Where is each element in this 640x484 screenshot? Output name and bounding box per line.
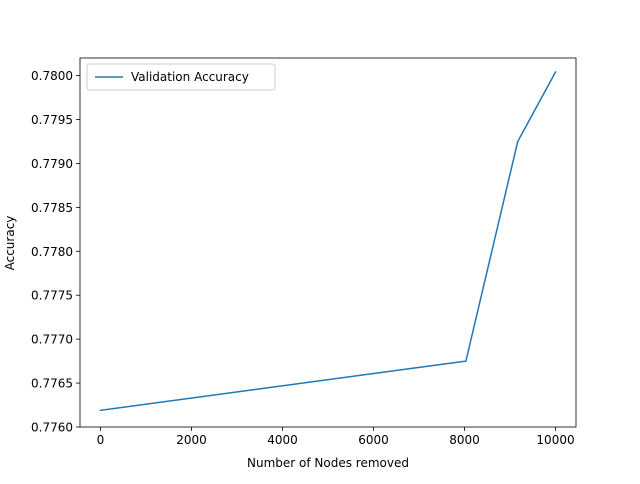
x-tick-label: 0 [97,433,105,447]
y-tick-label: 0.7765 [31,377,73,391]
y-tick-label: 0.7760 [31,421,73,435]
legend: Validation Accuracy [87,64,275,90]
y-tick-label: 0.7795 [31,113,73,127]
y-tick-label: 0.7780 [31,245,73,259]
x-tick-label: 8000 [449,433,480,447]
y-tick-label: 0.7770 [31,333,73,347]
x-tick-label: 2000 [176,433,207,447]
y-tick-label: 0.7775 [31,289,73,303]
legend-label: Validation Accuracy [131,70,249,84]
y-axis-label: Accuracy [3,216,17,271]
y-tick-label: 0.7800 [31,69,73,83]
y-tick-label: 0.7785 [31,201,73,215]
x-tick-label: 10000 [536,433,574,447]
x-tick-label: 6000 [358,433,389,447]
x-tick-label: 4000 [267,433,298,447]
y-tick-label: 0.7790 [31,157,73,171]
x-axis-label: Number of Nodes removed [247,456,409,470]
